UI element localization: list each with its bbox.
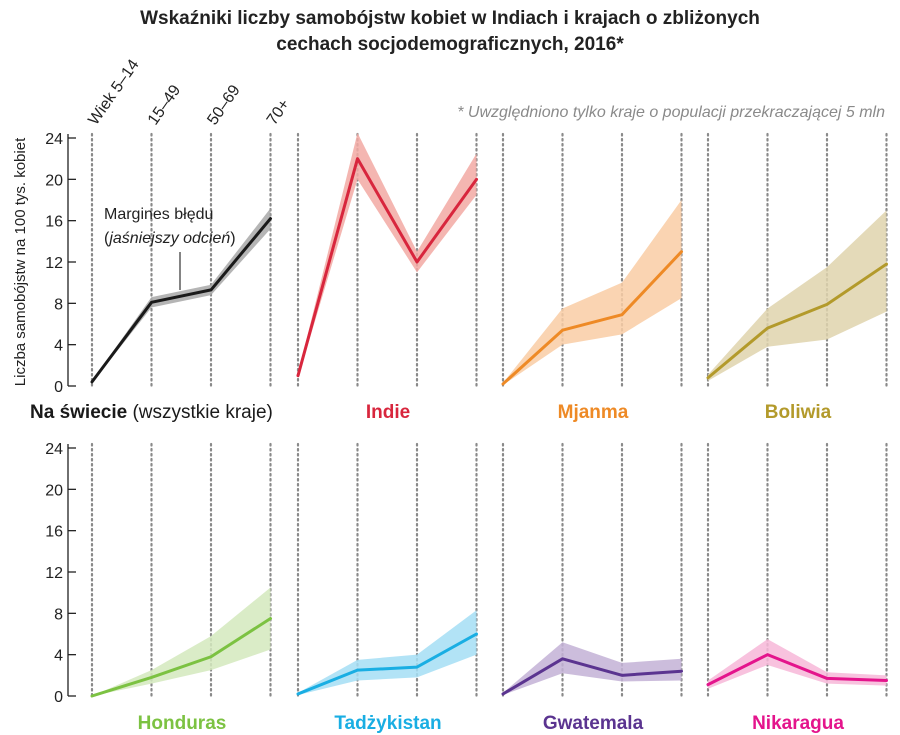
y-tick-label-r0-5: 20 — [45, 172, 63, 189]
y-tick-label-r1-5: 20 — [45, 482, 63, 499]
age-group-label-2: 50–69 — [204, 82, 244, 128]
chart-title-line1: Wskaźniki liczby samobójstw kobiet w Ind… — [140, 8, 760, 29]
chart-title: Wskaźniki liczby samobójstw kobiet w Ind… — [0, 6, 900, 58]
error-band-4 — [92, 587, 271, 696]
age-group-label-3: 70+ — [264, 96, 293, 128]
series-line-4 — [90, 617, 272, 698]
annotation-margin-detail: (jaśniejszy odcień) — [104, 230, 236, 247]
text-layer: 0 4 8 12 16 20 24 0 4 8 12 16 20 24 Liczba samobójstw … — [12, 57, 844, 734]
annotation-margin-title: Margines błędu — [104, 206, 213, 223]
grid-layer — [90, 132, 888, 698]
y-tick-label-r0-3: 12 — [45, 255, 63, 272]
series-line-3 — [706, 262, 888, 380]
age-group-label-1: 15–49 — [145, 82, 185, 128]
series-line-2 — [501, 250, 683, 386]
y-tick-label-r1-3: 12 — [45, 565, 63, 582]
error-band-1 — [298, 132, 477, 378]
age-group-label-0: Wiek 5–14 — [85, 57, 142, 129]
y-tick-label-r0-4: 16 — [45, 214, 63, 231]
panel-label-1: Indie — [366, 402, 410, 423]
y-tick-label-r1-0: 0 — [54, 689, 63, 706]
panel-label-2: Mjanma — [558, 402, 629, 423]
chart-title-line2: cechach socjodemograficznych, 2016* — [276, 34, 624, 55]
footnote: * Uwzględniono tylko kraje o populacji p… — [457, 104, 885, 121]
error-band-5 — [298, 610, 477, 695]
y-tick-label-r0-2: 8 — [54, 296, 63, 313]
panel-label-5: Tadżykistan — [334, 713, 441, 734]
series-line-0 — [90, 217, 272, 384]
y-tick-label-r0-0: 0 — [54, 379, 63, 396]
error-band-7 — [708, 639, 887, 689]
error-band-3 — [708, 210, 887, 381]
y-tick-label-r1-6: 24 — [45, 441, 63, 458]
y-tick-label-r1-4: 16 — [45, 524, 63, 541]
y-axis-label: Liczba samobójstw na 100 tys. kobiet — [12, 137, 29, 386]
panel-label-3: Boliwia — [765, 402, 832, 423]
y-tick-label-r1-2: 8 — [54, 606, 63, 623]
panel-label-6: Gwatemala — [543, 713, 644, 734]
panel-label-7: Nikaragua — [752, 713, 844, 734]
axis-layer — [67, 134, 76, 697]
panel-label-0: Na świecie (wszystkie kraje) — [30, 402, 273, 423]
series-line-6 — [501, 657, 683, 696]
series-line-1 — [296, 157, 478, 378]
panel-label-4: Honduras — [138, 713, 227, 734]
y-tick-label-r1-1: 4 — [54, 648, 63, 665]
y-tick-label-r0-1: 4 — [54, 338, 63, 355]
series-line-5 — [296, 632, 478, 696]
line-layer — [90, 157, 888, 698]
y-tick-label-r0-6: 24 — [45, 131, 63, 148]
error-band-2 — [503, 200, 682, 385]
series-line-7 — [706, 653, 888, 687]
